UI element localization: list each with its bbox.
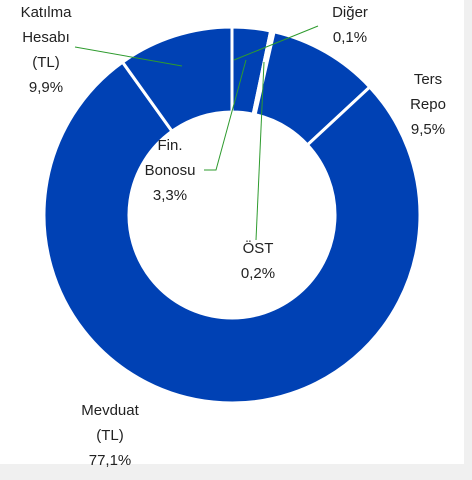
label-name: Ters Repo xyxy=(410,71,446,113)
label-value: 3,3% xyxy=(152,187,188,204)
data-label: Ters Repo 9,5% xyxy=(406,67,450,142)
label-name: Katılma Hesabı (TL) xyxy=(20,4,72,71)
leader-line xyxy=(74,46,183,67)
donut xyxy=(42,25,422,405)
data-label: Katılma Hesabı (TL) 9,9% xyxy=(21,0,72,100)
label-name: Fin. Bonosu xyxy=(144,137,196,179)
donut-segment xyxy=(120,25,234,134)
data-label: Diğer 0,1% xyxy=(332,0,368,50)
leader-line xyxy=(255,61,265,241)
label-value: 0,2% xyxy=(240,265,276,282)
leader-lines xyxy=(74,25,319,241)
right-strip xyxy=(464,0,472,480)
label-name: ÖST xyxy=(242,240,274,257)
leader-line xyxy=(204,59,247,171)
label-value: 0,1% xyxy=(332,29,368,46)
data-label: Mevduat (TL) 77,1% xyxy=(81,398,139,473)
donut-segment xyxy=(42,60,422,405)
label-value: 77,1% xyxy=(88,452,132,469)
data-label: Fin. Bonosu 3,3% xyxy=(145,133,196,208)
label-name: Diğer xyxy=(332,4,368,21)
data-label: ÖST 0,2% xyxy=(241,236,275,286)
label-value: 9,9% xyxy=(28,79,64,96)
leader-line xyxy=(233,25,319,61)
label-name: Mevduat (TL) xyxy=(81,402,139,444)
bottom-strip xyxy=(0,464,472,480)
label-value: 9,5% xyxy=(410,121,446,138)
